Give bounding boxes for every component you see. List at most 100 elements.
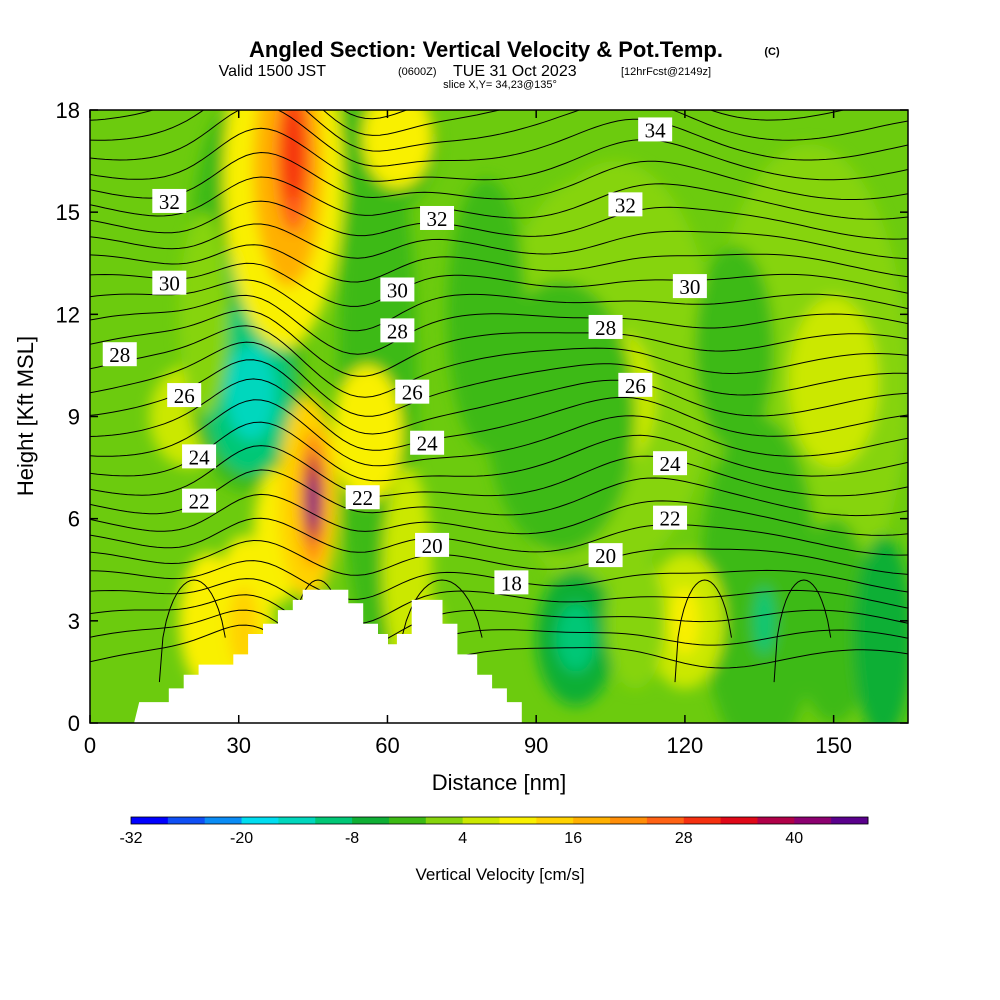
chart-title: Angled Section: Vertical Velocity & Pot.…	[249, 37, 723, 62]
contour-label: 28	[102, 342, 137, 367]
contour-label-box	[102, 342, 137, 367]
contour-label-box	[653, 451, 688, 476]
contour-label: 20	[588, 543, 623, 568]
contour-label-text: 34	[645, 118, 667, 142]
valid-date: TUE 31 Oct 2023	[453, 63, 577, 80]
theta-contour-line	[90, 469, 908, 517]
x-tick-label: 150	[815, 733, 852, 758]
contour-label-text: 32	[159, 190, 180, 214]
colorbar-segment	[646, 817, 685, 824]
colorbar-segment	[536, 817, 574, 824]
theta-contour-line	[90, 359, 908, 435]
colorbar-label: -8	[345, 830, 359, 847]
theta-contour-line	[90, 624, 908, 694]
velocity-field-cell	[789, 297, 879, 468]
contour-label-text: 32	[427, 207, 448, 231]
theta-contour-line	[90, 539, 908, 576]
theta-contour-line	[90, 110, 908, 167]
contour-label: 30	[672, 274, 707, 299]
colorbar: -32 -20 -8 4 16 28 40	[119, 816, 869, 847]
x-tick-label: 90	[524, 733, 548, 758]
y-tick-label: 3	[68, 609, 80, 634]
colorbar-segment	[167, 817, 206, 824]
contour-label-text: 22	[189, 490, 210, 514]
theta-contour-line	[90, 399, 908, 467]
colorbar-segment	[204, 817, 243, 824]
contour-label-box	[420, 205, 455, 230]
contour-label-text: 24	[417, 432, 439, 456]
theta-contour-line	[90, 176, 908, 220]
velocity-field-cell	[556, 603, 596, 672]
colorbar-label: 40	[785, 830, 803, 847]
velocity-field-cell	[699, 416, 819, 723]
velocity-field-cell	[694, 246, 775, 451]
colorbar-label: 4	[458, 830, 467, 847]
x-axis: 0 30 60 90 120 150	[84, 110, 852, 758]
contour-label-text: 18	[501, 571, 522, 595]
y-axis: 0 3 6 9 12 15 18	[56, 98, 908, 736]
colorbar-segment	[499, 817, 537, 824]
colorbar-segment	[241, 817, 279, 824]
valid-prefix: Valid 1500 JST	[219, 63, 327, 80]
contour-label-box	[395, 379, 430, 404]
contour-label-text: 28	[109, 343, 130, 367]
contour-label-box	[672, 274, 707, 299]
colorbar-segment	[757, 817, 795, 824]
colorbar-label: 28	[675, 830, 693, 847]
colorbar-segment	[573, 817, 611, 824]
velocity-field-cell	[754, 586, 775, 655]
contour-label-box	[494, 570, 529, 595]
contour-label: 30	[152, 270, 187, 296]
theta-contour-line	[90, 421, 908, 482]
y-tick-label: 15	[56, 200, 80, 225]
contour-label: 32	[420, 205, 455, 231]
theta-contour-line	[158, 579, 226, 683]
colorbar-title: Vertical Velocity [cm/s]	[415, 865, 584, 884]
theta-contour-line	[90, 244, 908, 283]
contour-label-box	[380, 318, 415, 343]
theta-contour-line	[90, 493, 908, 536]
contour-label-box	[653, 505, 688, 530]
velocity-field-cell	[226, 344, 276, 441]
colorbar-segment	[610, 817, 648, 824]
theta-contour-line	[90, 110, 908, 152]
x-axis-label: Distance [nm]	[432, 770, 567, 795]
chart-title-group: Angled Section: Vertical Velocity & Pot.…	[219, 37, 780, 91]
contour-label-box	[415, 532, 450, 557]
y-tick-label: 0	[68, 711, 80, 736]
colorbar-frame	[130, 816, 869, 825]
y-tick-label: 12	[56, 302, 80, 327]
colorbar-segment	[388, 817, 427, 824]
contour-label-box	[588, 543, 623, 568]
colorbar-segment	[425, 817, 464, 824]
contour-label-box	[380, 277, 415, 302]
contour-label: 26	[167, 383, 202, 408]
contour-label: 32	[608, 192, 643, 217]
colorbar-segment	[720, 817, 758, 824]
theta-contour-line	[90, 594, 908, 649]
theta-contour-line	[90, 378, 908, 451]
theta-contour-line	[90, 200, 908, 240]
theta-contour-line	[90, 279, 908, 332]
contour-label: 32	[152, 188, 187, 214]
valid-zulu: (0600Z)	[398, 66, 437, 78]
x-tick-label: 60	[375, 733, 399, 758]
potential-temperature-contours	[90, 110, 908, 694]
y-tick-label: 18	[56, 98, 80, 123]
velocity-field-cell	[793, 518, 874, 723]
contour-label: 22	[182, 488, 217, 514]
theta-contour-line	[674, 579, 732, 683]
contour-label-text: 22	[660, 507, 681, 531]
contour-label: 30	[380, 277, 415, 302]
velocity-field-cell	[362, 110, 433, 189]
y-axis-label: Height [Kft MSL]	[13, 336, 38, 496]
theta-contour-line	[90, 341, 908, 417]
contour-label: 26	[395, 379, 430, 405]
colorbar-segment	[683, 817, 722, 824]
theta-contour-line	[90, 609, 908, 672]
contour-label-text: 22	[352, 486, 373, 510]
contour-label: 28	[380, 318, 415, 343]
contour-label-text: 24	[660, 452, 682, 476]
contour-label: 28	[588, 314, 623, 340]
